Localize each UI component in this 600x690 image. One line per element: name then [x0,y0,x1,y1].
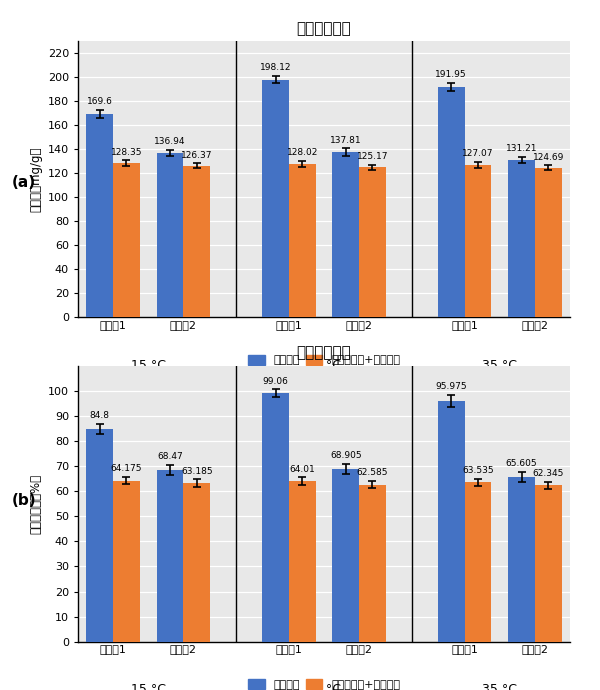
Bar [438,401,464,642]
Bar [464,165,491,317]
Bar [359,484,386,642]
Text: 62.345: 62.345 [533,469,564,478]
Bar [359,167,386,317]
Legend: 聚丙烯酸, 聚乙烯亚胺+聚丙烯酸: 聚丙烯酸, 聚乙烯亚胺+聚丙烯酸 [244,674,404,690]
Text: (b): (b) [12,493,37,508]
Text: 25 °C: 25 °C [307,683,341,690]
Bar [86,429,113,642]
Text: 124.69: 124.69 [533,152,564,161]
Text: 25 °C: 25 °C [307,359,341,372]
Text: 68.905: 68.905 [330,451,362,460]
Bar [262,393,289,642]
Bar [508,160,535,317]
Text: 128.02: 128.02 [287,148,318,157]
Text: 136.94: 136.94 [154,137,186,146]
Bar [535,168,562,317]
Y-axis label: 吸附去除率（%）: 吸附去除率（%） [29,473,43,534]
Text: 15 °C: 15 °C [131,359,166,372]
Bar [184,166,210,317]
Text: 15 °C: 15 °C [131,683,166,690]
Text: 84.8: 84.8 [90,411,110,420]
Y-axis label: 吸附量（mg/g）: 吸附量（mg/g） [29,147,42,212]
Title: 聚丙烯酸吸附: 聚丙烯酸吸附 [296,21,352,36]
Bar [438,87,464,317]
Bar [535,485,562,642]
Bar [157,153,184,317]
Bar [508,477,535,642]
Text: 169.6: 169.6 [87,97,113,106]
Text: 126.37: 126.37 [181,151,212,160]
Bar [86,114,113,317]
Text: 95.975: 95.975 [436,382,467,391]
Text: 99.06: 99.06 [263,377,289,386]
Bar [464,482,491,642]
Text: 65.605: 65.605 [506,460,538,469]
Text: 64.01: 64.01 [289,465,315,474]
Text: 191.95: 191.95 [436,70,467,79]
Text: 137.81: 137.81 [330,136,362,145]
Bar [262,79,289,317]
Text: 64.175: 64.175 [111,464,142,473]
Text: (a): (a) [12,175,36,190]
Text: 35 °C: 35 °C [482,359,517,372]
Text: 127.07: 127.07 [462,149,494,158]
Bar [184,483,210,642]
Text: 62.585: 62.585 [357,469,388,477]
Bar [289,164,316,317]
Text: 63.535: 63.535 [462,466,494,475]
Bar [113,164,140,317]
Bar [289,481,316,642]
Title: 聚丙烯酸去除: 聚丙烯酸去除 [296,346,352,360]
Bar [332,152,359,317]
Legend: 聚丙烯酸, 聚乙烯亚胺+聚丙烯酸: 聚丙烯酸, 聚乙烯亚胺+聚丙烯酸 [244,350,404,370]
Text: 68.47: 68.47 [157,453,183,462]
Text: 198.12: 198.12 [260,63,291,72]
Text: 125.17: 125.17 [357,152,388,161]
Bar [157,470,184,642]
Text: 128.35: 128.35 [111,148,142,157]
Text: 131.21: 131.21 [506,144,537,153]
Text: 35 °C: 35 °C [482,683,517,690]
Bar [113,481,140,642]
Text: 63.185: 63.185 [181,467,212,476]
Bar [332,469,359,642]
